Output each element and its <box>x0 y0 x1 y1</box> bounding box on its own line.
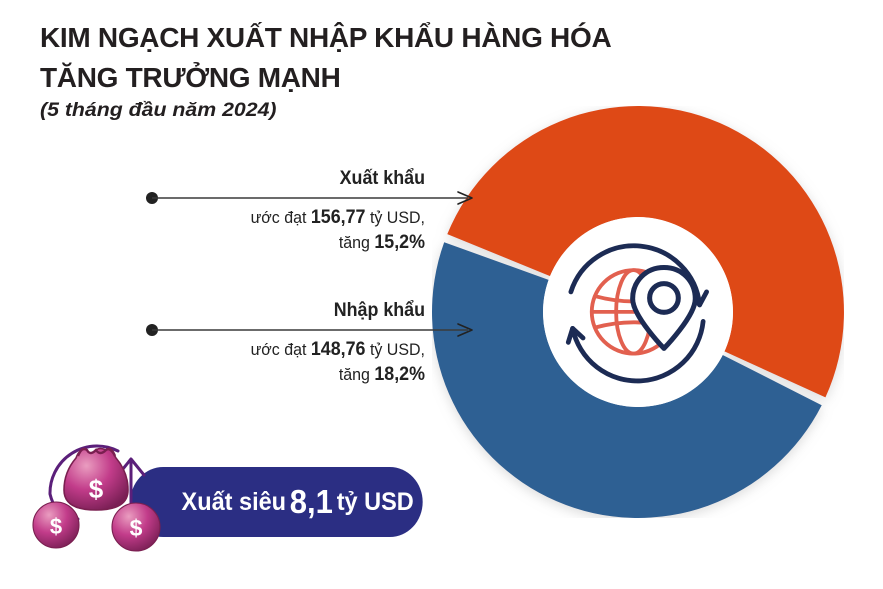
svg-text:$: $ <box>130 515 143 541</box>
svg-text:$: $ <box>50 514 62 539</box>
svg-text:$: $ <box>89 474 104 504</box>
